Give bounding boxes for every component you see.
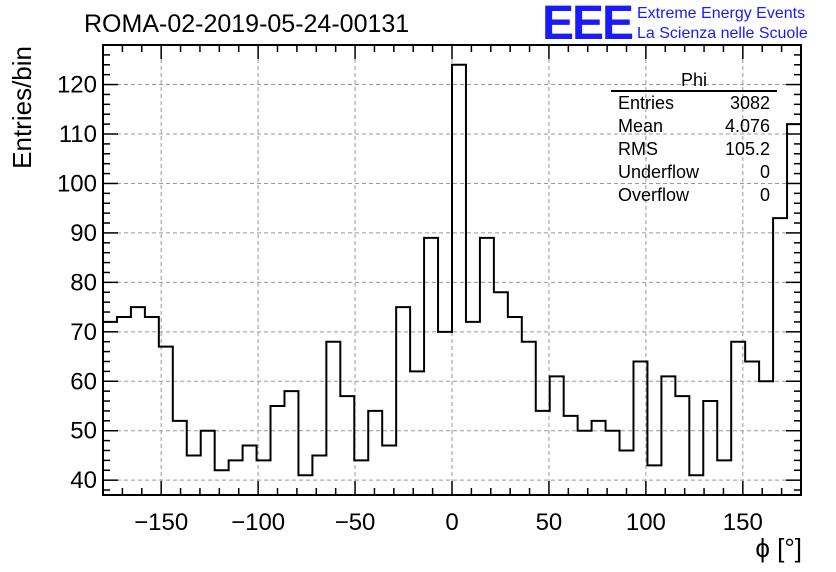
y-axis-label: Entries/bin xyxy=(7,46,37,169)
y-tick-label: 120 xyxy=(57,72,97,99)
stats-key: Underflow xyxy=(618,162,700,182)
eee-logo: EEE xyxy=(542,0,634,50)
stats-key: RMS xyxy=(618,139,658,159)
y-tick-label: 60 xyxy=(70,368,97,395)
stats-row-rms: RMS 105.2 xyxy=(618,139,770,162)
stats-value: 0 xyxy=(759,162,770,182)
y-tick-label: 90 xyxy=(70,220,97,247)
logo-caption: Extreme Energy Events La Scienza nelle S… xyxy=(637,4,808,44)
histogram-outline xyxy=(103,63,801,477)
x-tick-label: 50 xyxy=(536,509,563,536)
axis-ticks xyxy=(102,44,802,495)
x-tick-label: −50 xyxy=(335,509,376,536)
y-tick-label: 70 xyxy=(70,319,97,346)
x-tick-label: −150 xyxy=(134,509,188,536)
y-tick-label: 110 xyxy=(59,121,97,148)
x-tick-label: −100 xyxy=(231,509,285,536)
x-tick-labels: −150 −100 −50 0 50 100 150 xyxy=(134,509,763,536)
x-tick-label: 100 xyxy=(626,509,666,536)
y-tick-label: 80 xyxy=(70,269,97,296)
stats-key: Entries xyxy=(618,93,675,113)
stats-key: Overflow xyxy=(618,185,690,205)
x-axis-label: ϕ [°] xyxy=(755,533,802,563)
stats-value: 3082 xyxy=(729,93,770,113)
stats-divider xyxy=(611,90,777,92)
y-tick-label: 40 xyxy=(70,467,97,494)
stats-value: 4.076 xyxy=(724,116,770,136)
y-tick-labels: 40 50 60 70 80 90 100 110 120 xyxy=(57,72,97,495)
logo-caption-line2: La Scienza nelle Scuole xyxy=(637,25,808,42)
stats-title: Phi xyxy=(680,70,707,90)
y-tick-label: 50 xyxy=(70,418,97,445)
y-tick-label: 100 xyxy=(57,170,97,197)
x-tick-label: 0 xyxy=(445,509,458,536)
stats-value: 105.2 xyxy=(724,139,770,159)
run-title: ROMA-02-2019-05-24-00131 xyxy=(84,10,410,38)
stats-row-entries: Entries 3082 xyxy=(618,93,770,116)
stats-row-underflow: Underflow 0 xyxy=(618,162,770,185)
stats-row-overflow: Overflow 0 xyxy=(618,185,770,208)
stats-box: Phi Entries 3082 Mean 4.076 RMS 105.2 Un… xyxy=(611,70,777,210)
x-tick-label: 150 xyxy=(723,509,763,536)
stats-row-mean: Mean 4.076 xyxy=(618,116,770,139)
stats-key: Mean xyxy=(618,116,664,136)
stats-value: 0 xyxy=(759,185,770,205)
logo-caption-line1: Extreme Energy Events xyxy=(637,5,806,22)
